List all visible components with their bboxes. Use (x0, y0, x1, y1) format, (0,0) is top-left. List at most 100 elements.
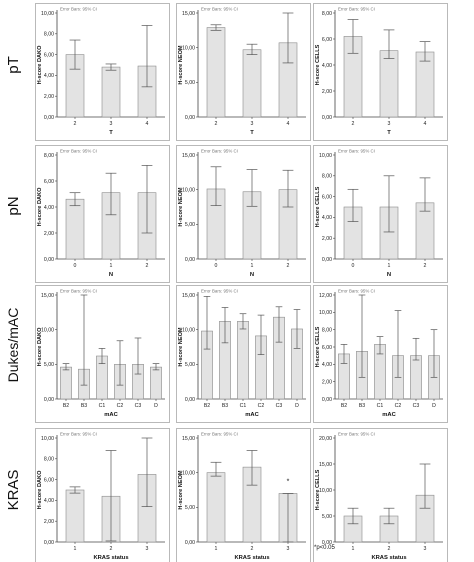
chart-1-y-axis-label: H-score NEOM (178, 45, 184, 85)
chart-6-errorbar-note: Error Bars: 95% CI (60, 289, 97, 294)
chart-1-ytick-label: 5,00 (185, 80, 195, 86)
chart-3-y-axis-label: H-score DAKO (37, 187, 43, 227)
chart-8-bar (410, 355, 422, 400)
chart-11-xtick-label: 3 (424, 546, 427, 552)
chart-9-ytick-label: 0,00 (44, 540, 54, 546)
chart-6-xtick-label: C3 (135, 403, 142, 409)
chart-11-ytick-label: 0,00 (322, 540, 332, 546)
chart-10-significance-mark: * (287, 478, 290, 485)
chart-7-ytick-label: 15,00 (182, 293, 195, 299)
chart-0-panel: Error Bars: 95% CI 0,00 2,00 4,00 6,00 8,00 10… (35, 3, 170, 141)
chart-5-xtick-label: 2 (424, 263, 427, 269)
chart-9-x-axis-label: KRAS status (93, 555, 128, 561)
chart-2-ytick-label: 0,00 (322, 115, 332, 121)
significance-footnote: *p<0.05 (314, 545, 336, 551)
chart-10-errorbar-note: Error Bars: 95% CI (201, 432, 238, 437)
chart-11-ytick-label: 10,00 (319, 488, 332, 494)
chart-0-xtick-label: 4 (146, 121, 149, 127)
chart-11-ytick-label: 20,00 (319, 436, 332, 442)
chart-2-y-axis-label: H-score CELLS (315, 44, 321, 85)
chart-3-ytick-label: 8,00 (44, 153, 54, 159)
chart-8-x-axis-label: mAC (382, 412, 396, 418)
chart-7-ytick-label: 5,00 (185, 362, 195, 368)
chart-0-bar (101, 66, 121, 118)
chart-8-ytick-label: 2,00 (322, 379, 332, 385)
chart-6-ytick-label: 0,00 (44, 397, 54, 403)
chart-10-ytick-label: 0,00 (185, 540, 195, 546)
chart-6-frame (35, 285, 170, 423)
panels-layer: Error Bars: 95% CI0,002,004,006,008,0010… (35, 3, 448, 562)
chart-3-bar (65, 198, 85, 260)
chart-5-ytick-label: 2,00 (322, 236, 332, 242)
chart-4-ytick-label: 10,00 (182, 187, 195, 193)
chart-1-bar (206, 27, 226, 118)
chart-11-xtick-label: 1 (352, 546, 355, 552)
chart-4-ytick-label: 0,00 (185, 257, 195, 263)
chart-2-bar (379, 50, 399, 118)
chart-7-xtick-label: B3 (222, 403, 228, 409)
chart-9-bar (65, 489, 85, 543)
chart-7-xtick-label: C1 (240, 403, 247, 409)
chart-5-errorbar-note: Error Bars: 95% CI (338, 149, 375, 154)
chart-6-bar (60, 366, 72, 400)
chart-7-errorbar-note: Error Bars: 95% CI (201, 289, 238, 294)
chart-8-ytick-label: 0,00 (322, 397, 332, 403)
chart-2-ytick-label: 6,00 (322, 37, 332, 43)
chart-7-ytick-label: 0,00 (185, 397, 195, 403)
chart-0-ytick-label: 0,00 (44, 115, 54, 121)
chart-0-ytick-label: 10,00 (41, 11, 54, 17)
chart-5-ytick-label: 10,00 (319, 153, 332, 159)
chart-7-x-axis-label: mAC (245, 412, 259, 418)
chart-2-ytick-label: 4,00 (322, 63, 332, 69)
chart-8-xtick-label: C1 (377, 403, 384, 409)
chart-10-x-axis-label: KRAS status (234, 555, 269, 561)
chart-9-ytick-label: 4,00 (44, 498, 54, 504)
chart-8-xtick-label: C3 (413, 403, 420, 409)
chart-4-y-axis-label: H-score NEOM (178, 187, 184, 227)
chart-4-xtick-label: 0 (215, 263, 218, 269)
chart-10-ytick-label: 5,00 (185, 505, 195, 511)
chart-2-xtick-label: 4 (424, 121, 427, 127)
chart-1-panel: Error Bars: 95% CI 0,00 5,00 10,00 15,00 H-sc… (176, 3, 311, 141)
chart-0-errorbar-note: Error Bars: 95% CI (60, 7, 97, 12)
chart-2-errorbar-note: Error Bars: 95% CI (338, 7, 375, 12)
chart-2-bar (415, 51, 435, 118)
chart-10-xtick-label: 1 (215, 546, 218, 552)
chart-6-xtick-label: B2 (63, 403, 69, 409)
chart-1-ytick-label: 0,00 (185, 115, 195, 121)
chart-0-ytick-label: 6,00 (44, 52, 54, 58)
chart-10-ytick-label: 15,00 (182, 436, 195, 442)
chart-9-ytick-label: 2,00 (44, 519, 54, 525)
chart-8-ytick-label: 12,00 (319, 293, 332, 299)
chart-8-xtick-label: B3 (359, 403, 365, 409)
chart-3-x-axis-label: N (109, 272, 113, 278)
chart-11-xtick-label: 2 (388, 546, 391, 552)
chart-10-y-axis-label: H-score NEOM (178, 470, 184, 510)
row-label-pn: pN (5, 196, 22, 215)
chart-1-ytick-label: 10,00 (182, 45, 195, 51)
chart-11-errorbar-note: Error Bars: 95% CI (338, 432, 375, 437)
chart-4-panel: Error Bars: 95% CI 0,00 5,00 10,00 15,00 H-sc… (176, 145, 311, 283)
chart-10-xtick-label: 2 (251, 546, 254, 552)
chart-6-xtick-label: D (154, 403, 158, 409)
chart-0-xtick-label: 3 (110, 121, 113, 127)
chart-6-x-axis-label: mAC (104, 412, 118, 418)
chart-3-ytick-label: 6,00 (44, 179, 54, 185)
chart-9-y-axis-label: H-score DAKO (37, 470, 43, 510)
chart-4-ytick-label: 5,00 (185, 222, 195, 228)
chart-9-xtick-label: 2 (110, 546, 113, 552)
chart-1-ytick-label: 15,00 (182, 11, 195, 17)
chart-11-y-axis-label: H-score CELLS (315, 469, 321, 510)
chart-9-ytick-label: 6,00 (44, 477, 54, 483)
chart-3-xtick-label: 2 (146, 263, 149, 269)
chart-7-y-axis-label: H-score NEOM (178, 327, 184, 367)
chart-9-panel: Error Bars: 95% CI 0,00 2,00 4,00 6,00 8,00 10… (35, 428, 170, 562)
chart-8-ytick-label: 4,00 (322, 362, 332, 368)
row-label-pt: pT (5, 56, 22, 74)
chart-7-panel: Error Bars: 95% CI 0,00 5,00 10,00 15,00 H-sc… (176, 285, 311, 423)
chart-6-bar (150, 366, 162, 400)
chart-3-xtick-label: 0 (74, 263, 77, 269)
chart-1-x-axis-label: T (250, 130, 254, 136)
chart-9-xtick-label: 1 (74, 546, 77, 552)
